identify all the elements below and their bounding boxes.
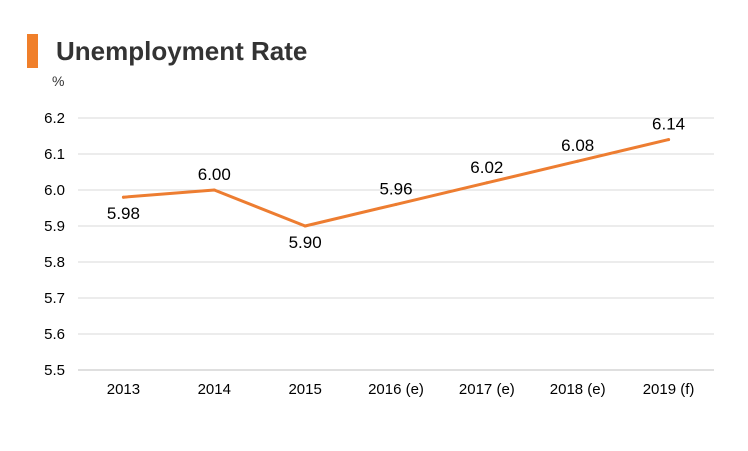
data-point [212,188,216,192]
x-tick-label: 2016 (e) [368,381,424,398]
y-tick-label: 5.7 [44,290,65,307]
data-label: 5.98 [107,204,140,223]
data-label: 5.90 [289,233,322,252]
x-tick-label: 2015 [288,381,321,398]
data-label: 6.08 [561,136,594,155]
chart-title: Unemployment Rate [56,36,308,66]
y-tick-label: 5.9 [44,218,65,235]
y-tick-label: 6.0 [44,182,65,199]
data-point [303,224,307,228]
data-label: 5.96 [379,179,412,198]
data-label: 6.02 [470,158,503,177]
data-label: 6.14 [652,115,685,134]
y-tick-label: 5.8 [44,254,65,271]
y-tick-label: 5.5 [44,362,65,379]
x-tick-label: 2014 [198,381,231,398]
data-point [121,195,125,199]
y-tick-label: 5.6 [44,326,65,343]
data-point [667,138,671,142]
data-point [485,181,489,185]
x-tick-label: 2018 (e) [550,381,606,398]
y-tick-label: 6.1 [44,146,65,163]
y-tick-label: 6.2 [44,110,65,127]
data-point [394,202,398,206]
data-point [576,159,580,163]
x-tick-label: 2019 (f) [643,381,695,398]
y-axis-unit-label: % [52,73,64,89]
data-label: 6.00 [198,165,231,184]
title-accent-bar [27,34,38,68]
x-tick-label: 2013 [107,381,140,398]
x-tick-label: 2017 (e) [459,381,515,398]
